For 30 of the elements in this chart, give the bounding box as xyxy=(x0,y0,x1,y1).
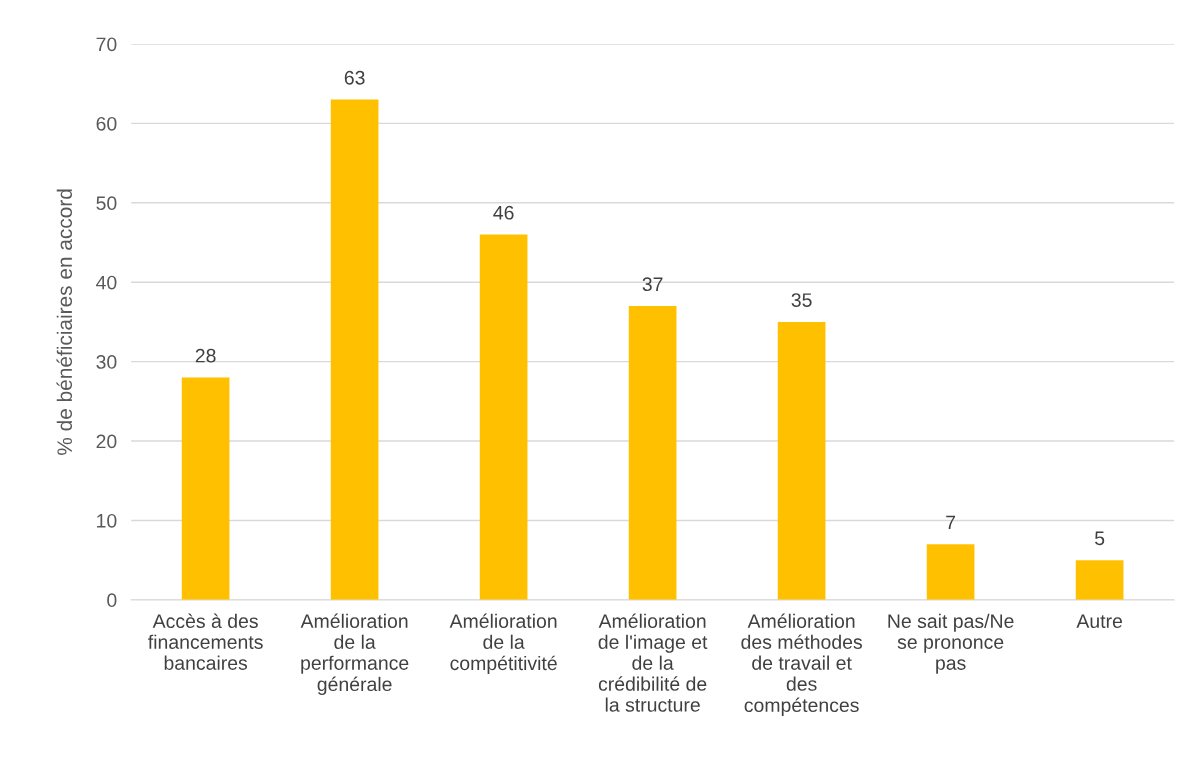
data-label: 7 xyxy=(946,515,956,530)
bar xyxy=(479,234,528,600)
y-tick-label: 50 xyxy=(96,196,117,211)
x-tick-label: Accès à des financements bancaires xyxy=(148,613,263,670)
y-tick-label: 60 xyxy=(96,116,117,131)
x-tick-label: Amélioration de l'image et de la crédibilité de la structure xyxy=(598,613,708,712)
y-tick-label: 0 xyxy=(107,593,117,608)
x-tick-label: Amélioration de la performance générale xyxy=(300,613,409,695)
y-tick-label: 40 xyxy=(96,275,117,290)
data-label: 28 xyxy=(195,348,216,363)
y-tick-label: 10 xyxy=(97,513,117,528)
bar xyxy=(926,544,975,600)
data-label: 46 xyxy=(493,205,514,220)
bar xyxy=(1075,560,1124,600)
x-tick-label: Amélioration de la compétitivité xyxy=(449,613,557,675)
x-tick-label: Autre xyxy=(1076,614,1122,629)
y-axis-title: % de bénéficiaires en accord xyxy=(56,189,73,455)
x-tick-label: Amélioration des méthodes de travail et des compétences xyxy=(741,613,862,716)
y-tick-label: 30 xyxy=(96,355,117,369)
data-label: 37 xyxy=(642,277,663,292)
data-label: 63 xyxy=(344,70,365,85)
y-tick-label: 70 xyxy=(96,37,117,52)
data-label: 35 xyxy=(791,293,812,307)
bar xyxy=(181,377,230,600)
bar xyxy=(628,306,677,600)
bar xyxy=(330,99,379,600)
data-label: 5 xyxy=(1094,531,1105,546)
y-tick-label: 20 xyxy=(96,434,117,449)
bar xyxy=(777,321,826,600)
x-tick-label: Ne sait pas/Ne se prononce pas xyxy=(888,613,1014,674)
